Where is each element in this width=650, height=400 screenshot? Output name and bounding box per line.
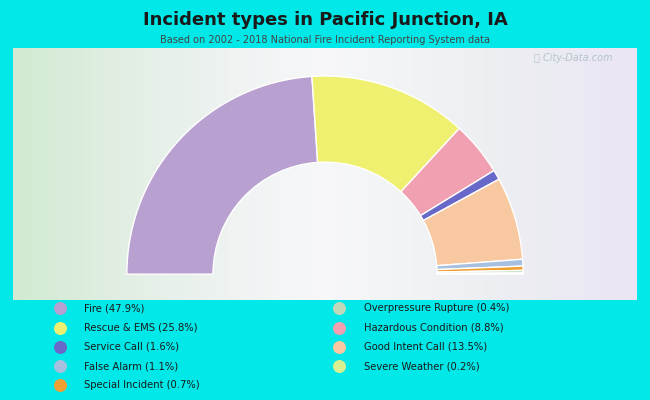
Wedge shape bbox=[437, 273, 523, 274]
Text: Based on 2002 - 2018 National Fire Incident Reporting System data: Based on 2002 - 2018 National Fire Incid… bbox=[160, 35, 490, 45]
Wedge shape bbox=[127, 76, 318, 274]
Text: Service Call (1.6%): Service Call (1.6%) bbox=[84, 342, 179, 352]
Text: Fire (47.9%): Fire (47.9%) bbox=[84, 304, 145, 314]
Wedge shape bbox=[421, 171, 499, 220]
Text: False Alarm (1.1%): False Alarm (1.1%) bbox=[84, 361, 179, 371]
Wedge shape bbox=[401, 128, 494, 216]
Text: Overpressure Rupture (0.4%): Overpressure Rupture (0.4%) bbox=[364, 304, 510, 314]
Wedge shape bbox=[423, 179, 523, 266]
Text: Severe Weather (0.2%): Severe Weather (0.2%) bbox=[364, 361, 480, 371]
Wedge shape bbox=[437, 270, 523, 274]
Text: Hazardous Condition (8.8%): Hazardous Condition (8.8%) bbox=[364, 323, 504, 333]
Text: Incident types in Pacific Junction, IA: Incident types in Pacific Junction, IA bbox=[142, 11, 508, 29]
Wedge shape bbox=[312, 76, 460, 192]
Text: Rescue & EMS (25.8%): Rescue & EMS (25.8%) bbox=[84, 323, 198, 333]
Text: ⓘ City-Data.com: ⓘ City-Data.com bbox=[534, 53, 612, 63]
Text: Good Intent Call (13.5%): Good Intent Call (13.5%) bbox=[364, 342, 487, 352]
Wedge shape bbox=[437, 266, 523, 272]
Text: Special Incident (0.7%): Special Incident (0.7%) bbox=[84, 380, 200, 390]
Wedge shape bbox=[437, 259, 523, 270]
